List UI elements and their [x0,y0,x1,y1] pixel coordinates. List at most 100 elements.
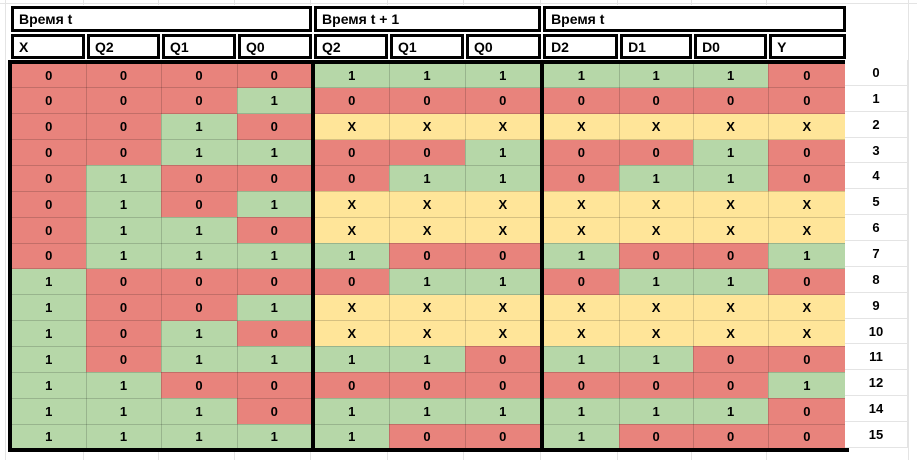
cell-q2-c1-r11[interactable]: 0 [85,345,162,373]
row-number[interactable]: 4 [845,163,908,190]
cell-q0-c3-r14[interactable]: 0 [236,397,316,425]
row-number[interactable]: 1 [845,85,908,112]
cell-q0-c3-r11[interactable]: 1 [236,345,316,373]
cell-d1-c8-r10[interactable]: X [618,320,694,347]
cell-q1-c2-r14[interactable]: 1 [160,397,238,425]
cell-y-c10-r3[interactable]: 0 [767,139,850,166]
cell-q0-c6-r10[interactable]: X [464,320,545,347]
cell-q2-c1-r9[interactable]: 0 [85,294,162,322]
cell-q2-c4-r2[interactable]: X [311,113,390,141]
cell-q2-c1-r1[interactable]: 0 [85,87,162,115]
cell-q2-c4-r3[interactable]: 0 [311,139,390,166]
cell-d0-c9-r8[interactable]: 1 [692,268,769,296]
cell-x-c0-r15[interactable]: 1 [8,423,87,452]
cell-q0-c6-r4[interactable]: 1 [464,164,545,192]
cell-d0-c9-r11[interactable]: 0 [692,345,769,373]
cell-q0-c3-r7[interactable]: 1 [236,242,316,270]
cell-q1-c5-r1[interactable]: 0 [388,87,466,115]
cell-d2-c7-r12[interactable]: 0 [540,371,620,399]
cell-q1-c2-r9[interactable]: 0 [160,294,238,322]
cell-y-c10-r1[interactable]: 0 [767,87,850,115]
cell-d2-c7-r0[interactable]: 1 [540,60,620,89]
cell-q0-c3-r3[interactable]: 1 [236,139,316,166]
cell-q2-c4-r11[interactable]: 1 [311,345,390,373]
cell-q0-c3-r4[interactable]: 0 [236,164,316,192]
cell-q2-c1-r14[interactable]: 1 [85,397,162,425]
cell-q2-c1-r5[interactable]: 1 [85,190,162,218]
cell-q2-c4-r14[interactable]: 1 [311,397,390,425]
cell-q2-c1-r0[interactable]: 0 [85,60,162,89]
column-header-y[interactable]: Y [768,33,848,62]
cell-q1-c5-r6[interactable]: X [388,216,466,244]
cell-q0-c6-r3[interactable]: 1 [464,139,545,166]
cell-q1-c2-r7[interactable]: 1 [160,242,238,270]
cell-d2-c7-r5[interactable]: X [540,190,620,218]
cell-y-c10-r8[interactable]: 0 [767,268,850,296]
cell-d1-c8-r9[interactable]: X [618,294,694,322]
column-header-q1[interactable]: Q1 [161,33,237,62]
cell-q0-c3-r6[interactable]: 0 [236,216,316,244]
cell-d1-c8-r6[interactable]: X [618,216,694,244]
cell-q1-c2-r15[interactable]: 1 [160,423,238,452]
cell-q2-c4-r9[interactable]: X [311,294,390,322]
cell-q2-c4-r15[interactable]: 1 [311,423,390,452]
cell-d0-c9-r15[interactable]: 0 [692,423,769,452]
column-header-d2[interactable]: D2 [542,33,620,62]
cell-d0-c9-r12[interactable]: 0 [692,371,769,399]
row-number[interactable]: 5 [845,189,908,216]
group-header-time-t[interactable]: Время t [10,5,314,33]
cell-d0-c9-r2[interactable]: X [692,113,769,141]
row-number[interactable]: 10 [845,318,908,345]
cell-q2-c1-r12[interactable]: 1 [85,371,162,399]
cell-q1-c5-r4[interactable]: 1 [388,164,466,192]
cell-d1-c8-r12[interactable]: 0 [618,371,694,399]
cell-q1-c2-r12[interactable]: 0 [160,371,238,399]
cell-y-c10-r4[interactable]: 0 [767,164,850,192]
cell-q2-c4-r7[interactable]: 1 [311,242,390,270]
column-header-d1[interactable]: D1 [619,33,694,62]
cell-q0-c6-r5[interactable]: X [464,190,545,218]
cell-d0-c9-r14[interactable]: 1 [692,397,769,425]
cell-d0-c9-r4[interactable]: 1 [692,164,769,192]
cell-q0-c6-r15[interactable]: 0 [464,423,545,452]
cell-x-c0-r7[interactable]: 0 [8,242,87,270]
cell-q1-c5-r5[interactable]: X [388,190,466,218]
cell-q1-c2-r8[interactable]: 0 [160,268,238,296]
column-header-q2-next[interactable]: Q2 [313,33,390,62]
cell-x-c0-r4[interactable]: 0 [8,164,87,192]
row-number[interactable]: 9 [845,292,908,319]
cell-q1-c5-r2[interactable]: X [388,113,466,141]
cell-x-c0-r11[interactable]: 1 [8,345,87,373]
cell-q2-c4-r0[interactable]: 1 [311,60,390,89]
cell-d0-c9-r9[interactable]: X [692,294,769,322]
cell-d0-c9-r6[interactable]: X [692,216,769,244]
cell-d2-c7-r11[interactable]: 1 [540,345,620,373]
cell-d2-c7-r6[interactable]: X [540,216,620,244]
cell-q0-c3-r2[interactable]: 0 [236,113,316,141]
cell-y-c10-r6[interactable]: X [767,216,850,244]
cell-x-c0-r0[interactable]: 0 [8,60,87,89]
cell-d1-c8-r0[interactable]: 1 [618,60,694,89]
cell-q1-c5-r10[interactable]: X [388,320,466,347]
cell-d1-c8-r7[interactable]: 0 [618,242,694,270]
cell-d0-c9-r5[interactable]: X [692,190,769,218]
cell-d1-c8-r8[interactable]: 1 [618,268,694,296]
group-header-time-t-2[interactable]: Время t [542,5,848,33]
cell-q1-c5-r14[interactable]: 1 [388,397,466,425]
cell-y-c10-r11[interactable]: 0 [767,345,850,373]
row-number[interactable]: 14 [845,396,908,423]
row-number[interactable]: 12 [845,370,908,397]
cell-q1-c2-r3[interactable]: 1 [160,139,238,166]
cell-d2-c7-r15[interactable]: 1 [540,423,620,452]
row-number[interactable]: 3 [845,137,908,164]
cell-d1-c8-r1[interactable]: 0 [618,87,694,115]
cell-q2-c1-r3[interactable]: 0 [85,139,162,166]
cell-d1-c8-r5[interactable]: X [618,190,694,218]
cell-q1-c5-r0[interactable]: 1 [388,60,466,89]
cell-d1-c8-r14[interactable]: 1 [618,397,694,425]
cell-d2-c7-r7[interactable]: 1 [540,242,620,270]
cell-x-c0-r6[interactable]: 0 [8,216,87,244]
cell-x-c0-r5[interactable]: 0 [8,190,87,218]
cell-x-c0-r2[interactable]: 0 [8,113,87,141]
cell-q0-c6-r6[interactable]: X [464,216,545,244]
